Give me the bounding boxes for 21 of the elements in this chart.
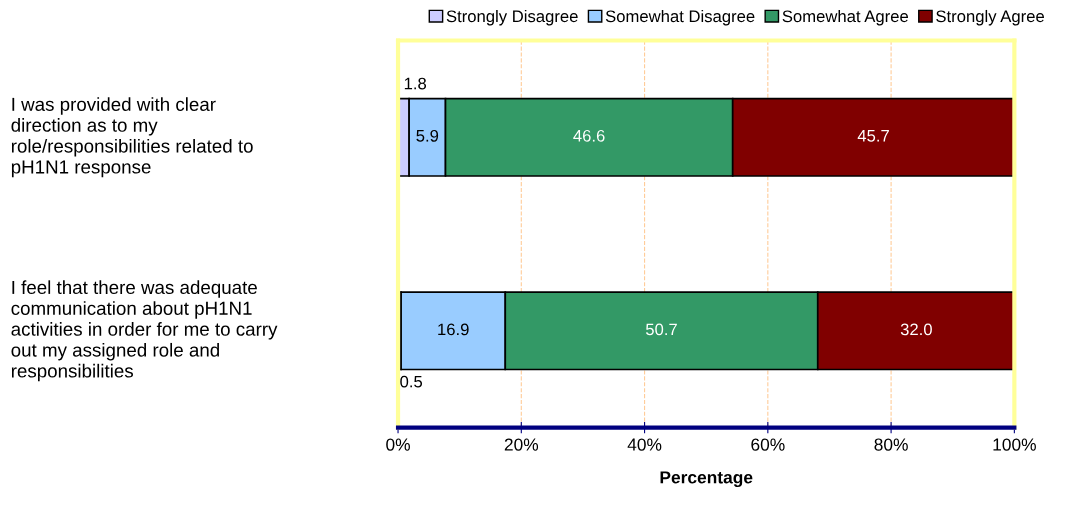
- x-tick-label: 100%: [993, 438, 1036, 451]
- legend-label: Strongly Agree: [936, 9, 1044, 26]
- x-tick-label: 20%: [504, 438, 539, 451]
- y-tick-label: I feel that there was adequate communication about pH1N1 activities in order for me to carry out my assigned role and responsibilities: [11, 280, 278, 382]
- data-label: 50.7: [645, 323, 677, 336]
- data-label: 16.9: [438, 323, 469, 336]
- legend-label: Somewhat Disagree: [605, 9, 755, 26]
- x-tick-label: 60%: [751, 438, 785, 451]
- data-label: 46.6: [573, 129, 605, 142]
- y-tick-label: I was provided with clear direction as to my role/responsibilities related to pH1N1 response: [11, 97, 253, 178]
- x-axis-title: Percentage: [660, 471, 753, 488]
- data-label: 5.9: [416, 129, 439, 142]
- x-tick-label: 40%: [627, 438, 662, 451]
- data-label: 32.0: [900, 323, 932, 336]
- data-label: 45.7: [857, 130, 889, 142]
- data-label: 0.5: [400, 375, 423, 388]
- x-tick-label: 80%: [874, 438, 908, 451]
- legend-label: Somewhat Agree: [782, 9, 909, 26]
- data-label: 1.8: [404, 77, 427, 90]
- legend-label: Strongly Disagree: [446, 9, 578, 26]
- x-tick-label: 0%: [386, 438, 410, 451]
